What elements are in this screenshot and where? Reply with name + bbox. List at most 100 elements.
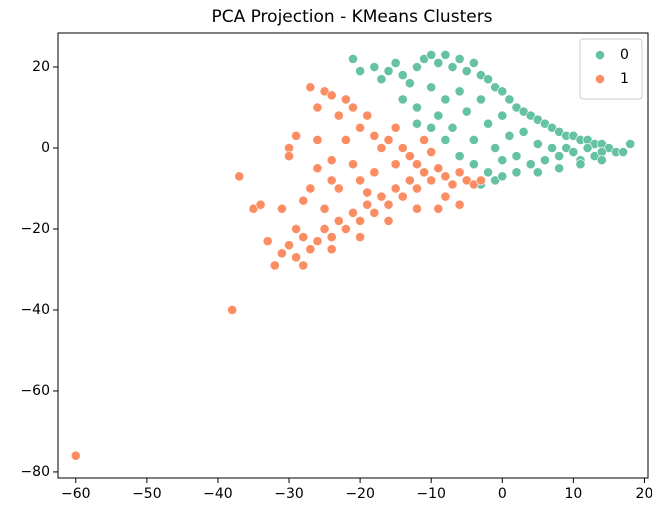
point <box>397 191 408 202</box>
point <box>419 167 429 178</box>
y-tick-label: −40 <box>20 302 50 318</box>
point <box>404 78 415 89</box>
x-tick-label: −60 <box>61 486 91 502</box>
point <box>376 74 387 85</box>
point <box>525 159 536 170</box>
point <box>326 244 337 255</box>
point <box>284 151 294 161</box>
point <box>433 203 444 214</box>
point <box>476 94 486 105</box>
point <box>383 66 394 76</box>
point <box>362 110 373 121</box>
point <box>461 66 472 76</box>
point <box>397 70 408 81</box>
point <box>518 126 529 137</box>
point <box>397 143 408 153</box>
legend-label: 0 <box>620 47 629 63</box>
point <box>454 199 465 210</box>
point <box>440 191 451 202</box>
point <box>348 54 358 64</box>
point <box>468 134 479 145</box>
point <box>333 110 344 121</box>
point <box>468 58 479 68</box>
point <box>554 163 565 174</box>
point <box>483 167 493 178</box>
point <box>383 215 394 226</box>
point <box>312 163 323 174</box>
point <box>369 167 380 178</box>
point <box>433 163 444 174</box>
point <box>511 151 522 161</box>
point <box>447 62 458 72</box>
x-tick-label: 0 <box>498 486 507 502</box>
point <box>625 139 636 149</box>
point <box>497 171 508 182</box>
point <box>340 134 351 145</box>
point <box>497 86 508 97</box>
point <box>305 82 316 93</box>
point <box>404 175 415 186</box>
point <box>70 450 81 461</box>
point <box>497 155 508 166</box>
point <box>383 134 394 145</box>
point <box>426 175 437 186</box>
plot-frame <box>57 32 649 479</box>
point <box>369 207 380 218</box>
point <box>291 252 302 263</box>
point <box>326 175 337 186</box>
point <box>355 66 366 76</box>
point <box>348 207 358 218</box>
y-tick-label: −60 <box>20 383 50 399</box>
point <box>326 232 337 242</box>
point <box>504 94 515 105</box>
y-tick-label: 0 <box>41 140 50 156</box>
point <box>333 215 344 226</box>
point <box>568 147 579 157</box>
point <box>404 151 415 161</box>
point <box>277 203 287 214</box>
point <box>355 175 366 186</box>
point <box>262 236 273 247</box>
point <box>255 199 266 210</box>
point <box>582 143 593 153</box>
x-tick-label: 20 <box>636 486 652 502</box>
point <box>284 240 294 251</box>
point <box>412 102 422 113</box>
point <box>333 183 344 194</box>
point <box>298 260 309 271</box>
point <box>440 134 451 145</box>
point <box>298 232 309 242</box>
point <box>575 159 586 170</box>
point <box>348 102 358 113</box>
y-tick-label: 20 <box>32 59 50 75</box>
point <box>426 147 437 157</box>
point <box>440 171 451 182</box>
point <box>447 122 458 133</box>
point <box>291 224 302 234</box>
point <box>312 236 323 247</box>
point <box>433 58 444 68</box>
point <box>340 94 351 105</box>
point <box>383 199 394 210</box>
y-tick-label: −80 <box>20 464 50 480</box>
point <box>468 159 479 170</box>
x-tick-label: −30 <box>274 486 304 502</box>
chart-title: PCA Projection - KMeans Clusters <box>211 7 492 27</box>
point <box>298 195 309 206</box>
point <box>340 224 351 234</box>
point <box>554 151 565 161</box>
point <box>369 130 380 141</box>
point <box>426 122 437 133</box>
point <box>461 106 472 117</box>
y-tick-label: −20 <box>20 221 50 237</box>
point <box>547 143 557 153</box>
point <box>412 183 422 194</box>
point <box>532 139 543 149</box>
point <box>348 159 358 170</box>
legend-box <box>579 38 643 100</box>
point <box>312 102 323 113</box>
point <box>355 122 366 133</box>
point <box>269 260 280 271</box>
point <box>390 122 401 133</box>
point <box>511 167 522 178</box>
